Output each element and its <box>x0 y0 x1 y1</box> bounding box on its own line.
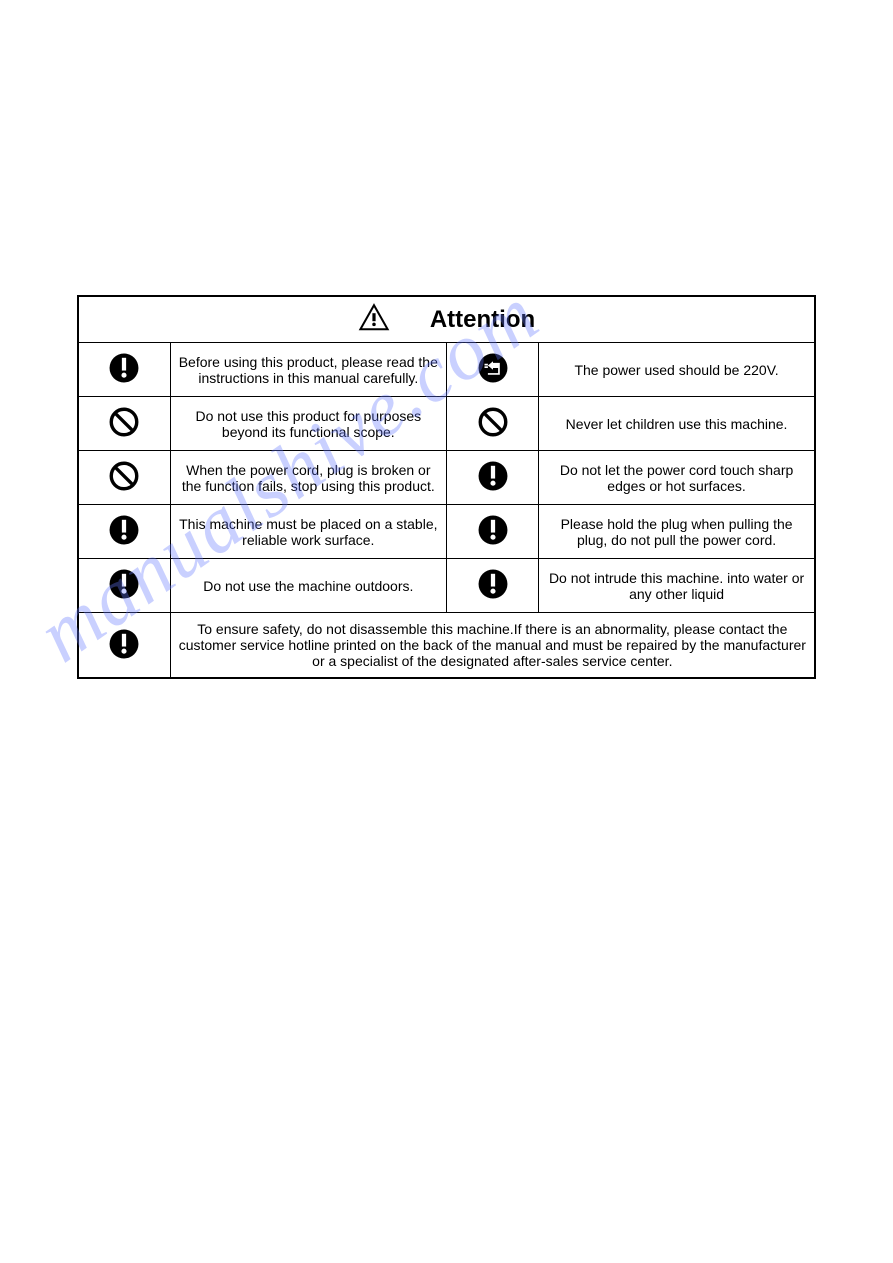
text-cell: Do not intrude this machine. into water … <box>539 559 815 613</box>
header-content: Attention <box>84 302 809 337</box>
icon-cell <box>447 559 539 613</box>
table-row: Do not use this product for purposes bey… <box>78 397 815 451</box>
attention-table: Attention Before using this product, ple… <box>77 295 816 679</box>
text-cell: Do not let the power cord touch sharp ed… <box>539 451 815 505</box>
icon-cell <box>447 343 539 397</box>
table-row: This machine must be placed on a stable,… <box>78 505 815 559</box>
table-row: Before using this product, please read t… <box>78 343 815 397</box>
icon-cell <box>447 397 539 451</box>
header-cell: Attention <box>78 296 815 343</box>
icon-cell <box>447 505 539 559</box>
exclamation-icon <box>107 534 141 550</box>
plug-icon <box>476 372 510 388</box>
icon-cell <box>447 451 539 505</box>
text-cell: Please hold the plug when pulling the pl… <box>539 505 815 559</box>
prohibition-icon <box>476 426 510 442</box>
page-container: manualshive.com Attention <box>0 0 893 679</box>
exclamation-icon <box>476 480 510 496</box>
prohibition-icon <box>107 480 141 496</box>
icon-cell <box>78 613 170 679</box>
footer-text-cell: To ensure safety, do not disassemble thi… <box>170 613 815 679</box>
exclamation-icon <box>107 588 141 604</box>
icon-cell <box>78 505 170 559</box>
table-row: Do not use the machine outdoors. Do not … <box>78 559 815 613</box>
table-header-row: Attention <box>78 296 815 343</box>
text-cell: Never let children use this machine. <box>539 397 815 451</box>
table-footer-row: To ensure safety, do not disassemble thi… <box>78 613 815 679</box>
text-cell: The power used should be 220V. <box>539 343 815 397</box>
icon-cell <box>78 451 170 505</box>
table-row: When the power cord, plug is broken or t… <box>78 451 815 505</box>
exclamation-icon <box>107 648 141 664</box>
exclamation-icon <box>476 588 510 604</box>
prohibition-icon <box>107 426 141 442</box>
icon-cell <box>78 397 170 451</box>
exclamation-icon <box>476 534 510 550</box>
text-cell: This machine must be placed on a stable,… <box>170 505 446 559</box>
text-cell: When the power cord, plug is broken or t… <box>170 451 446 505</box>
text-cell: Do not use the machine outdoors. <box>170 559 446 613</box>
text-cell: Before using this product, please read t… <box>170 343 446 397</box>
icon-cell <box>78 343 170 397</box>
warning-triangle-icon <box>358 302 390 337</box>
icon-cell <box>78 559 170 613</box>
header-title: Attention <box>430 306 535 334</box>
text-cell: Do not use this product for purposes bey… <box>170 397 446 451</box>
exclamation-icon <box>107 372 141 388</box>
